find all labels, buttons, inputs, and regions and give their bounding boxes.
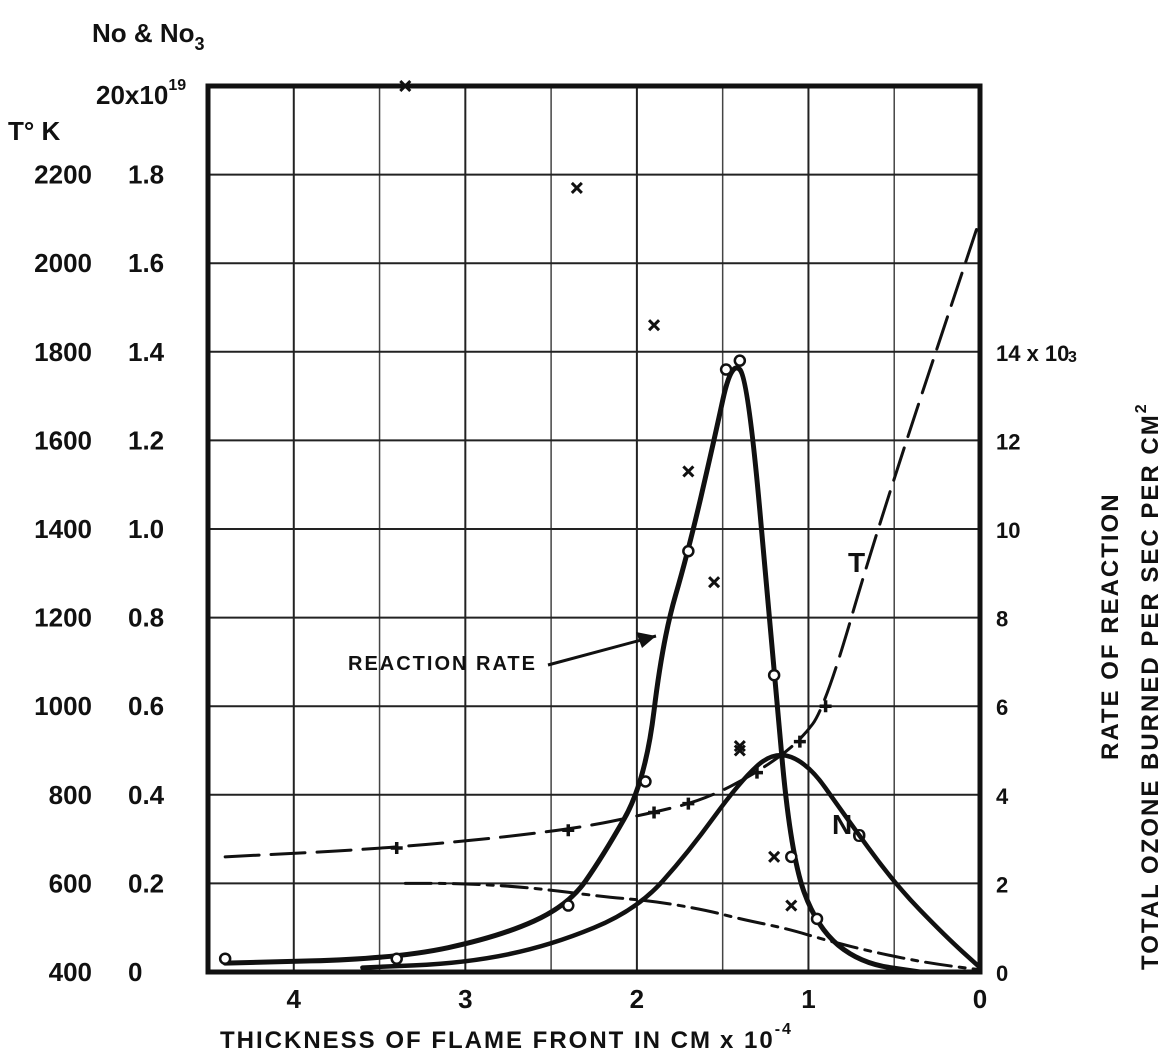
series-line-3: [222, 365, 923, 975]
y-inner-tick-label: 1.2: [128, 425, 164, 455]
grid-lines: [208, 86, 981, 972]
y-right-tick-label: 8: [996, 607, 1008, 632]
y-outer-tick-label: 1200: [34, 603, 92, 633]
x-tick-label: 2: [630, 984, 644, 1014]
y-outer-tick-label: 400: [49, 957, 92, 987]
right-axis-label-superscript: 2: [1133, 402, 1150, 413]
marker-x: [733, 744, 746, 757]
y-outer-tick-label: 2200: [34, 160, 92, 190]
y-inner-tick-label: 0.2: [128, 868, 164, 898]
y-outer-tick-label: 1600: [34, 425, 92, 455]
x-tick-label: 3: [458, 984, 472, 1014]
marker-circle: [682, 544, 695, 558]
y-outer-tick-label: 600: [49, 868, 92, 898]
marker-circle: [733, 354, 747, 367]
right-axis-label-2: TOTAL OZONE BURNED PER SEC PER CM2: [1133, 402, 1164, 970]
series-line-4: [360, 752, 983, 970]
left-inner-axis-title: No & No3: [92, 18, 205, 54]
reaction-rate-arrowhead: [636, 632, 656, 648]
no-annotation: NO: [832, 809, 866, 846]
y-right-tick-label: 14 x 10: [996, 341, 1069, 366]
y-right-tick-label: 12: [996, 429, 1020, 454]
left-outer-axis-title: T° K: [8, 116, 61, 146]
y-outer-tick-label: 1800: [34, 337, 92, 367]
y-outer-tick-label: 1000: [34, 691, 92, 721]
y-right-tick-label: 6: [996, 695, 1008, 720]
marker-circle: [810, 912, 824, 926]
marker-x: [647, 319, 661, 332]
right-axis-label-line1: RATE OF REACTION: [1097, 492, 1124, 760]
marker-x: [733, 740, 746, 753]
y-inner-tick-label: 1.8: [128, 160, 164, 190]
marker-circle: [390, 952, 403, 965]
y-inner-tick-label: 0.6: [128, 691, 164, 721]
y-inner-tick-labels: 0 0.2 0.4 0.6 0.8 1.0 1.2 1.4 1.6 1.8: [128, 160, 165, 987]
x-tick-label: 4: [287, 984, 302, 1014]
series-line-2: [403, 881, 982, 972]
x-tick-labels: 4 3 2 1 0: [287, 984, 988, 1014]
marker-x: [399, 79, 412, 93]
marker-x: [768, 850, 781, 863]
y-inner-tick-label: 1.0: [128, 514, 164, 544]
marker-x: [785, 899, 798, 912]
y-right-tick-label: 2: [996, 872, 1008, 897]
y-right-tick-label: 0: [996, 961, 1008, 986]
reaction-rate-arrow: [547, 634, 657, 667]
marker-circle: [785, 850, 798, 864]
temperature-annotation: T: [848, 547, 865, 578]
x-axis-label: THICKNESS OF FLAME FRONT IN CM x 10-4: [220, 1021, 793, 1054]
marker-plus: [390, 841, 403, 854]
y-inner-tick-label: 0: [128, 957, 142, 987]
y-inner-tick-label: 0.8: [128, 603, 164, 633]
right-axis-label-line2: TOTAL OZONE BURNED PER SEC PER CM: [1137, 413, 1164, 970]
marker-circle: [639, 775, 652, 788]
y-inner-tick-label: 0.4: [128, 780, 165, 810]
marker-plus: [793, 735, 806, 748]
marker-x: [708, 576, 721, 589]
y-right-tick-label: 10: [996, 518, 1020, 543]
marker-plus: [750, 766, 763, 779]
y-outer-tick-label: 800: [49, 780, 92, 810]
marker-plus: [682, 797, 695, 810]
marker-plus: [562, 824, 575, 837]
y-right-tick-labels: 0 2 4 6 8 10 12 14 x 10: [996, 341, 1069, 986]
y-inner-tick-label: 1.6: [128, 248, 164, 278]
data-markers: [218, 79, 832, 965]
marker-circle: [218, 952, 232, 965]
x-tick-label: 0: [973, 984, 987, 1014]
marker-circle: [562, 899, 575, 912]
right-top-tick-exponent: 3: [1068, 349, 1077, 366]
marker-x: [570, 181, 583, 194]
y-outer-tick-label: 1400: [34, 514, 92, 544]
reaction-rate-annotation: REACTION RATE: [348, 653, 537, 675]
series-line-1: [223, 217, 982, 859]
plot-frame: [205, 83, 983, 975]
marker-plus: [648, 806, 661, 819]
y-outer-tick-labels: 400 600 800 1000 1200 1400 1600 1800 2000 2200: [34, 160, 92, 987]
y-right-tick-label: 4: [996, 784, 1009, 809]
left-inner-top-tick: 20x1019: [96, 77, 186, 110]
svg-text:TOTAL OZONE BURNED PER SEC PER: TOTAL OZONE BURNED PER SEC PER CM2: [1133, 402, 1164, 970]
marker-x: [682, 465, 695, 478]
y-inner-tick-label: 1.4: [128, 337, 165, 367]
y-outer-tick-label: 2000: [34, 248, 92, 278]
marker-plus: [819, 700, 832, 713]
marker-circle: [767, 668, 781, 682]
x-tick-label: 1: [801, 984, 815, 1014]
marker-circle: [719, 363, 733, 376]
right-axis-label: RATE OF REACTION: [1097, 492, 1124, 760]
data-curves: [222, 217, 983, 975]
